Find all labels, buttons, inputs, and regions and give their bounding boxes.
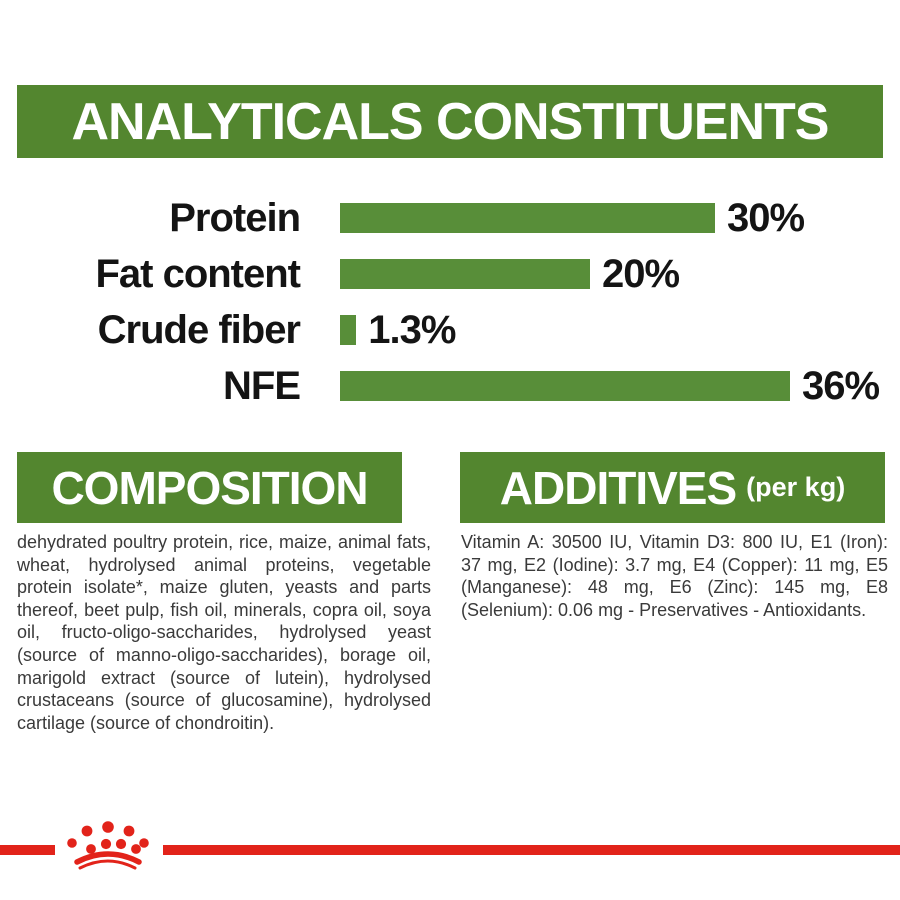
chart-row: Crude fiber 1.3% xyxy=(0,302,900,358)
composition-title: COMPOSITION xyxy=(51,461,368,514)
brand-stripe-left xyxy=(0,845,55,855)
chart-category-label: Crude fiber xyxy=(97,307,301,352)
additives-title-suffix: (per kg) xyxy=(746,472,846,502)
analyticals-bar-chart: Protein 30% Fat content 20% Crude fiber … xyxy=(0,190,900,414)
chart-category-label: Protein xyxy=(169,195,301,240)
chart-value-label: 20% xyxy=(602,251,680,296)
chart-value-label: 30% xyxy=(727,195,805,240)
chart-bar xyxy=(340,259,590,289)
additives-text: Vitamin A: 30500 IU, Vitamin D3: 800 IU,… xyxy=(461,532,888,620)
composition-text: dehydrated poultry protein, rice, maize,… xyxy=(17,532,431,733)
chart-category-label: Fat content xyxy=(95,251,301,296)
chart-row: Fat content 20% xyxy=(0,246,900,302)
chart-value-label: 1.3% xyxy=(368,307,456,352)
chart-category-label: NFE xyxy=(223,363,301,408)
chart-value-label: 36% xyxy=(802,363,880,408)
chart-bar xyxy=(340,315,357,345)
chart-bar xyxy=(340,371,790,401)
royal-canin-crown-logo-icon xyxy=(67,821,149,870)
analyticals-header-banner: ANALYTICALS CONSTITUENTS xyxy=(17,85,883,158)
chart-row: Protein 30% xyxy=(0,190,900,246)
brand-stripe-right xyxy=(163,845,900,855)
chart-row: NFE 36% xyxy=(0,358,900,414)
additives-title: ADDITIVES xyxy=(499,461,737,514)
analyticals-title: ANALYTICALS CONSTITUENTS xyxy=(71,92,830,151)
chart-bar xyxy=(340,203,715,233)
additives-header-banner: ADDITIVES (per kg) xyxy=(460,452,885,523)
composition-header-banner: COMPOSITION xyxy=(17,452,402,523)
